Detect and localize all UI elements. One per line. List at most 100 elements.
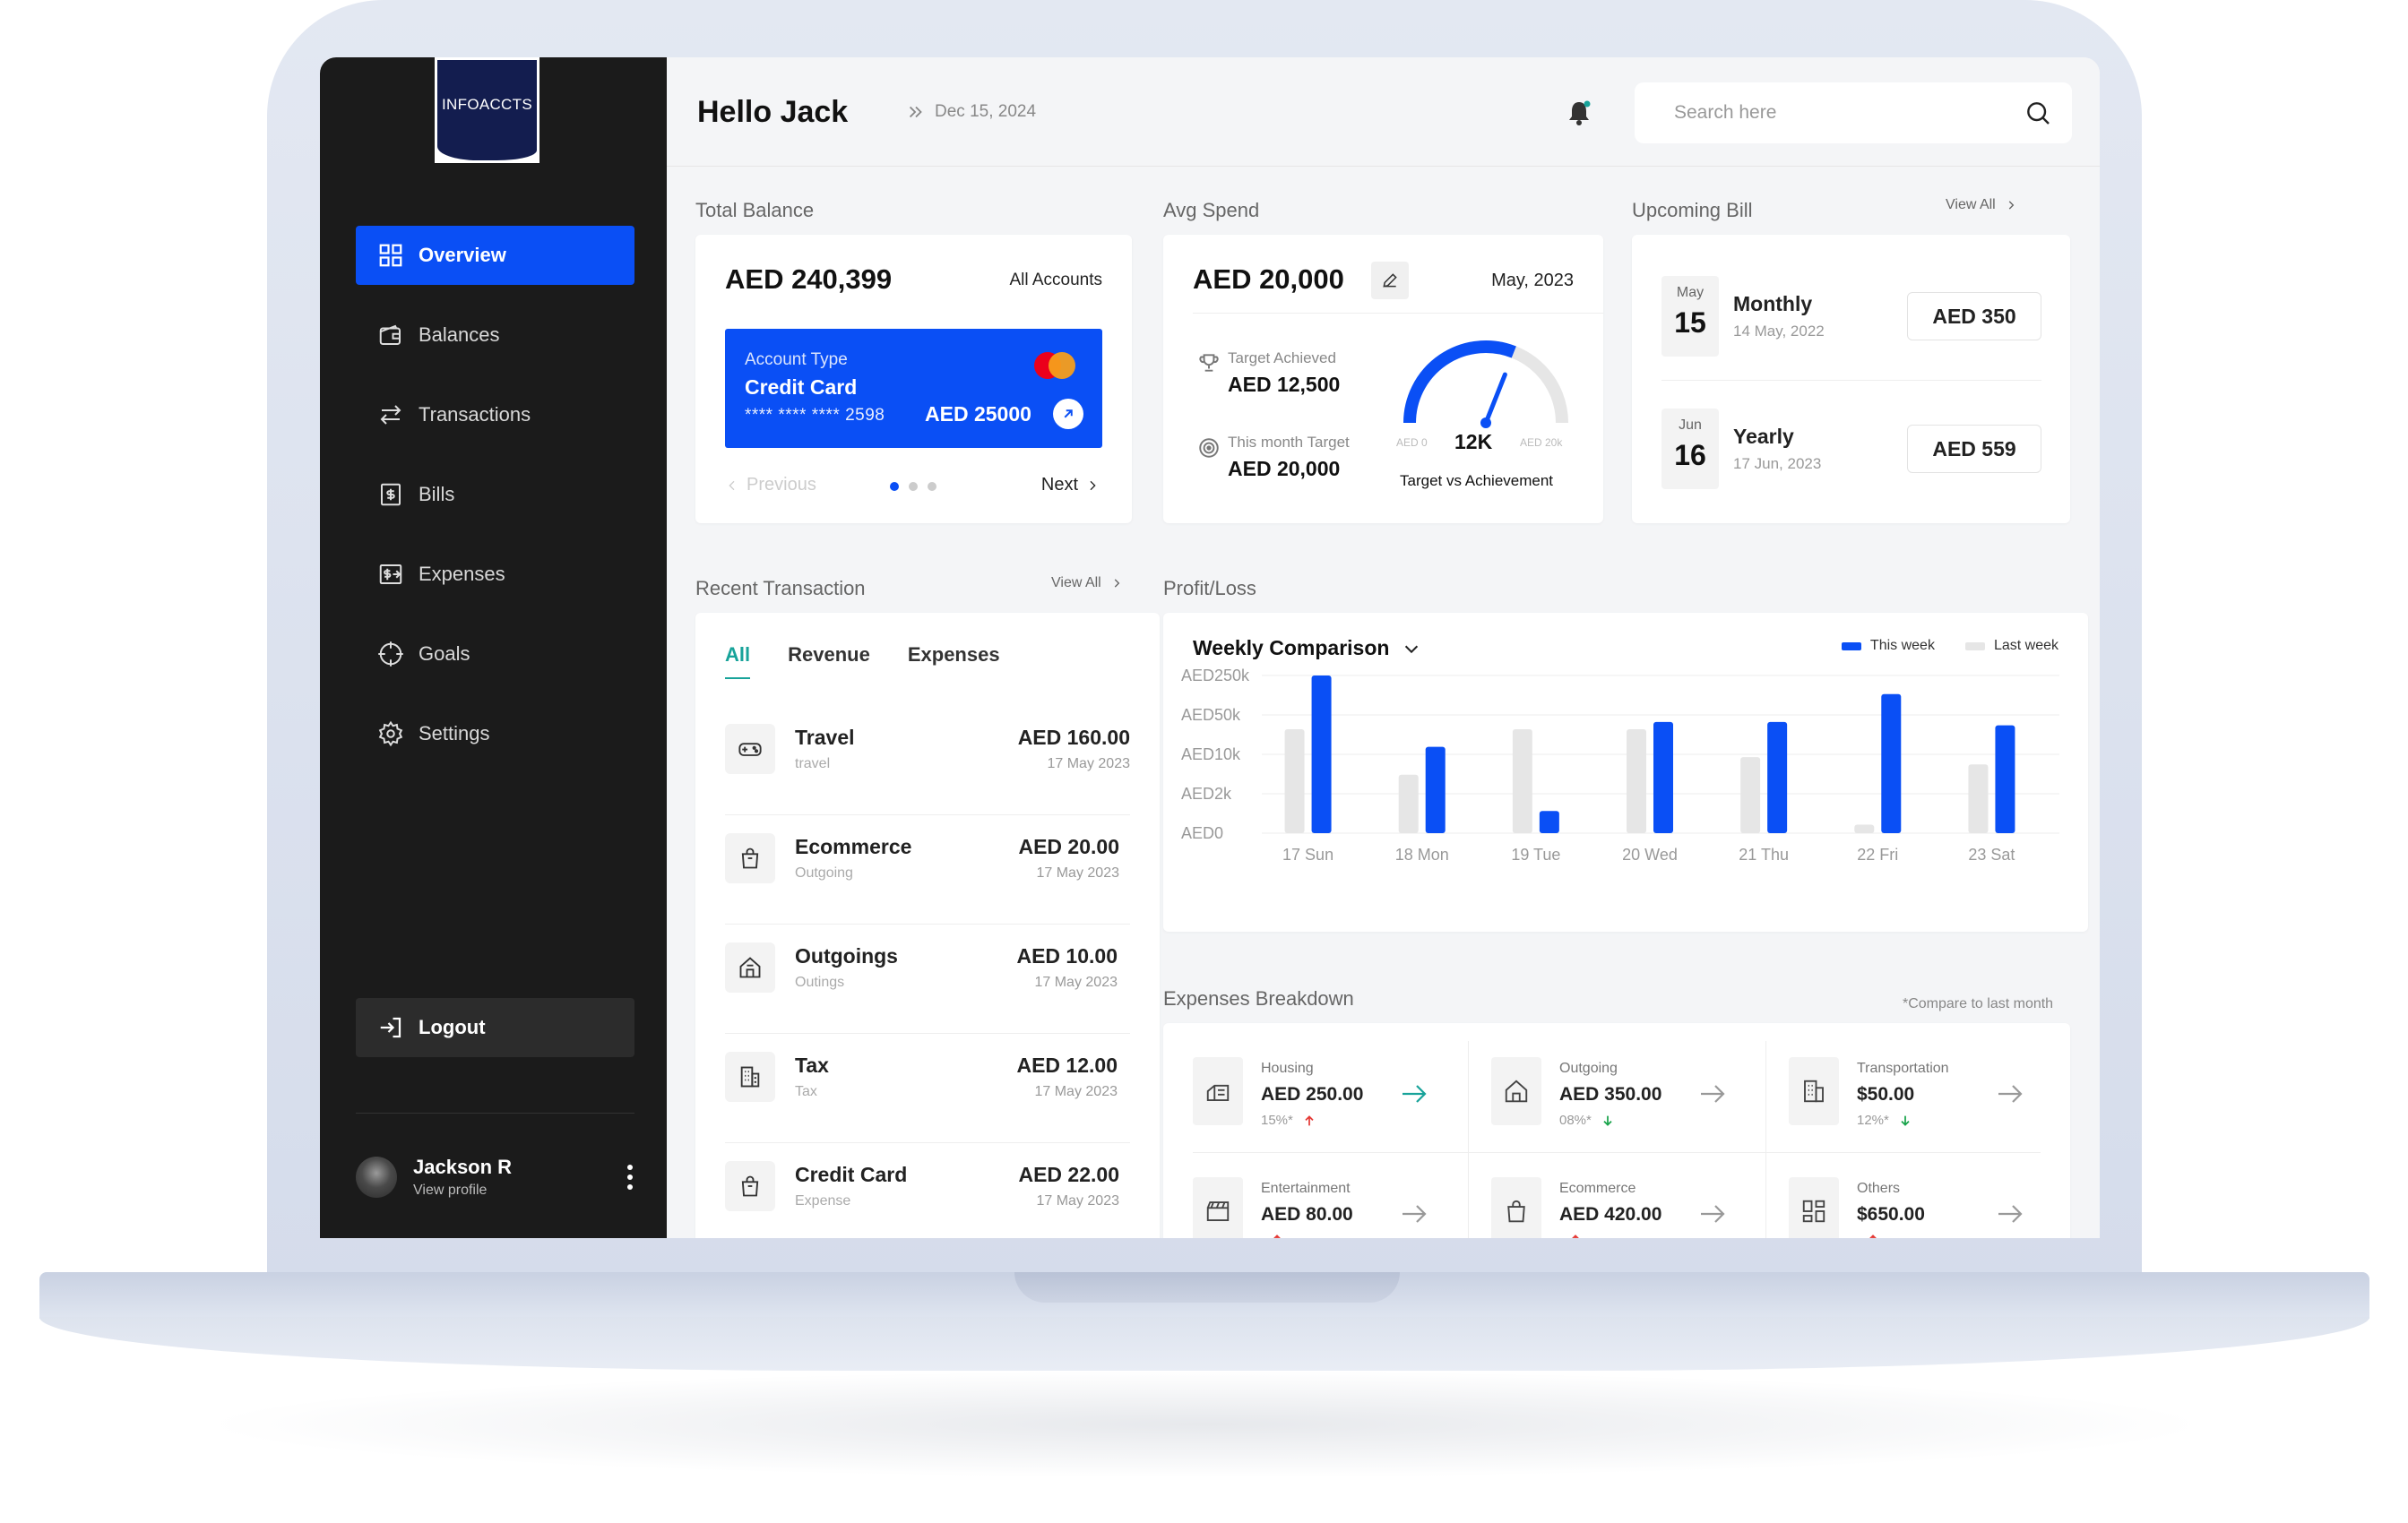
arrow-right-icon[interactable] [1997, 1082, 2024, 1106]
arrow-right-icon[interactable] [1401, 1082, 1428, 1106]
logout-button[interactable]: Logout [356, 998, 634, 1057]
tx-category: Outings [795, 975, 845, 990]
list-item[interactable]: Tax Tax AED 12.00 17 May 2023 [725, 1034, 1130, 1143]
tx-date: 17 May 2023 [1036, 865, 1119, 881]
bell-icon[interactable] [1563, 97, 1595, 129]
list-item[interactable]: Travel travel AED 160.00 17 May 2023 [725, 706, 1130, 815]
expense-change [1261, 1233, 1284, 1238]
avg-spend-date[interactable]: May, 2023 [1491, 271, 1574, 290]
carousel-dots [890, 482, 936, 491]
transactions-view-all-link[interactable]: View All [1051, 575, 1123, 591]
sidebar-item-goals[interactable]: Goals [356, 624, 634, 684]
sidebar-item-overview[interactable]: Overview [356, 226, 634, 285]
expense-icon-box [1491, 1177, 1541, 1238]
bar-this-week[interactable] [1881, 693, 1902, 833]
trophy-icon [1199, 354, 1219, 372]
search-icon[interactable] [2024, 99, 2052, 127]
bill-amount-button[interactable]: AED 350 [1907, 292, 2041, 340]
bar-last-week[interactable] [1740, 757, 1761, 833]
y-tick-label: AED250k [1181, 667, 1250, 684]
bar-this-week[interactable] [1539, 811, 1559, 833]
list-item[interactable]: Ecommerce Outgoing AED 20.00 17 May 2023 [725, 815, 1130, 925]
view-profile-link[interactable]: View profile [413, 1183, 488, 1198]
carousel-dot[interactable] [909, 482, 918, 491]
expense-item[interactable]: Others $650.00 [1789, 1150, 2054, 1238]
accounts-selector[interactable]: All Accounts [1009, 271, 1103, 289]
carousel-dot[interactable] [890, 482, 899, 491]
bar-last-week[interactable] [1854, 824, 1875, 833]
avatar [356, 1157, 397, 1198]
list-item[interactable]: Credit Card Expense AED 22.00 17 May 202… [725, 1143, 1130, 1238]
bills-view-all-link[interactable]: View All [1946, 197, 2017, 213]
sidebar-item-expenses[interactable]: Expenses [356, 545, 634, 604]
legend-item: This week [1841, 638, 1935, 654]
tab-all[interactable]: All [725, 643, 751, 679]
bar-last-week[interactable] [1284, 729, 1305, 833]
next-button[interactable]: Next [1041, 475, 1100, 495]
carousel-dot[interactable] [928, 482, 936, 491]
bar-last-week[interactable] [1627, 729, 1646, 833]
bill-date: Jun 16 [1661, 409, 1719, 489]
list-item[interactable]: Outgoings Outings AED 10.00 17 May 2023 [725, 925, 1130, 1034]
expense-amount: $650.00 [1857, 1204, 1925, 1225]
avg-spend-label: Avg Spend [1163, 199, 1260, 221]
expense-item[interactable]: Housing AED 250.00 15%* [1193, 1030, 1458, 1147]
bar-this-week[interactable] [1425, 746, 1446, 833]
weekly-bar-chart: AED250k AED50k AED10k AED2k AED0 17 Sun 18 Mon… [1181, 667, 2059, 864]
tx-date: 17 May 2023 [1034, 1084, 1118, 1099]
arrow-right-icon[interactable] [1997, 1202, 2024, 1226]
sidebar-item-settings[interactable]: Settings [356, 704, 634, 763]
card-number: **** **** **** 2598 [745, 406, 885, 425]
expense-item[interactable]: Transportation $50.00 12%* [1789, 1030, 2054, 1147]
bar-last-week[interactable] [1398, 774, 1419, 833]
arrow-right-icon[interactable] [1699, 1202, 1726, 1226]
bar-this-week[interactable] [1311, 675, 1332, 833]
logo[interactable]: INFOACCTS [435, 57, 539, 163]
gauge-value: 12K [1454, 430, 1493, 453]
bar-last-week[interactable] [1968, 764, 1989, 833]
bill-amount-button[interactable]: AED 559 [1907, 425, 2041, 473]
bar-this-week[interactable] [1767, 721, 1788, 833]
gauge-min-label: AED 0 [1396, 436, 1428, 449]
weekly-comparison-dropdown[interactable]: Weekly Comparison [1193, 636, 1421, 660]
tx-name: Travel [795, 726, 855, 749]
bill-icon [381, 483, 401, 506]
bar-last-week[interactable] [1512, 729, 1532, 833]
more-options-icon[interactable] [626, 1163, 634, 1192]
bill-item[interactable]: Jun 16 Yearly 17 Jun, 2023 AED 559 [1661, 409, 2041, 507]
profile[interactable]: Jackson R View profile [356, 1150, 634, 1204]
search-input[interactable] [1674, 102, 2024, 124]
chevron-down-icon [1405, 645, 1419, 653]
x-tick-label: 17 Sun [1282, 846, 1333, 864]
previous-button[interactable]: Previous [725, 475, 816, 495]
edit-button[interactable] [1371, 262, 1409, 299]
tx-category: travel [795, 756, 831, 771]
tab-expenses[interactable]: Expenses [907, 643, 1000, 666]
sidebar-item-bills[interactable]: Bills [356, 465, 634, 524]
x-tick-label: 21 Thu [1739, 846, 1789, 864]
expense-item[interactable]: Outgoing AED 350.00 08%* [1491, 1030, 1756, 1147]
sidebar-item-balances[interactable]: Balances [356, 305, 634, 365]
swap-arrows-icon [380, 405, 401, 425]
tab-revenue[interactable]: Revenue [788, 643, 870, 666]
upcoming-bill-label: Upcoming Bill [1632, 199, 1753, 221]
view-all-label: View All [1946, 197, 1996, 212]
bar-this-week[interactable] [1653, 721, 1673, 833]
tx-name: Outgoings [795, 944, 898, 968]
bill-item[interactable]: May 15 Monthly 14 May, 2022 AED 350 [1661, 276, 2041, 374]
dropdown-label: Weekly Comparison [1193, 636, 1390, 659]
expense-amount: AED 420.00 [1559, 1204, 1662, 1225]
sidebar-item-label: Overview [419, 244, 506, 266]
divider [1468, 1041, 1469, 1238]
expense-label: Ecommerce [1559, 1181, 1636, 1196]
housing-icon [1206, 1084, 1230, 1101]
card-open-button[interactable] [1053, 399, 1083, 429]
bar-this-week[interactable] [1995, 725, 2015, 833]
expense-item[interactable]: Entertainment AED 80.00 [1193, 1150, 1458, 1238]
arrow-right-icon[interactable] [1699, 1082, 1726, 1106]
arrow-right-icon[interactable] [1401, 1202, 1428, 1226]
expense-item[interactable]: Ecommerce AED 420.00 [1491, 1150, 1756, 1238]
credit-card[interactable]: Account Type Credit Card **** **** **** … [725, 329, 1102, 448]
sidebar-item-transactions[interactable]: Transactions [356, 385, 634, 444]
bill-subtitle: 17 Jun, 2023 [1733, 455, 1822, 472]
